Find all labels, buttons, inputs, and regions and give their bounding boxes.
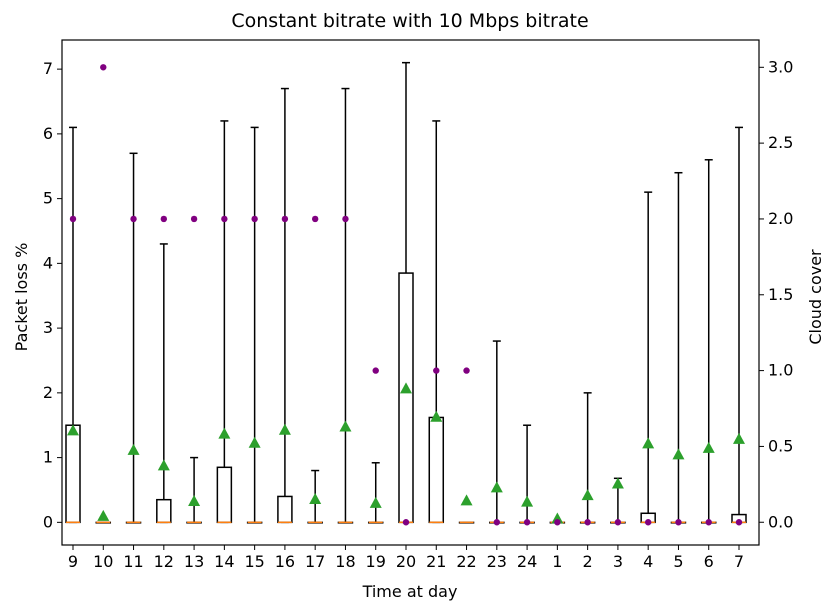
mean-marker (188, 494, 201, 506)
chart-title: Constant bitrate with 10 Mbps bitrate (231, 10, 588, 32)
x-tick-label: 18 (335, 552, 355, 571)
plot-area (65, 61, 747, 526)
x-tick-label: 17 (305, 552, 325, 571)
y-tick-label: 2 (43, 383, 53, 402)
mean-marker (97, 509, 110, 521)
x-axis-label: Time at day (362, 582, 458, 601)
y2-tick-label: 2.0 (768, 209, 793, 228)
mean-marker (551, 512, 564, 524)
cloud-cover-point (493, 519, 501, 526)
cloud-cover-point (372, 367, 379, 374)
cloud-cover-point (160, 215, 168, 223)
mean-marker (672, 448, 685, 460)
box (216, 466, 233, 524)
x-tick-label: 12 (154, 552, 174, 571)
y2-tick-label: 1.0 (768, 361, 793, 380)
box (156, 498, 172, 524)
y-tick-label: 5 (43, 189, 53, 208)
y-tick-label: 3 (43, 318, 53, 337)
mean-marker (278, 423, 291, 435)
cloud-cover-point (130, 215, 137, 223)
y-tick-label: 0 (43, 512, 53, 531)
x-tick-label: 3 (613, 552, 623, 571)
mean-marker (521, 495, 534, 507)
cloud-cover-point (69, 215, 77, 223)
plot-frame (61, 39, 760, 546)
x-tick-label: 19 (366, 552, 386, 571)
y-tick-label: 7 (43, 59, 53, 78)
mean-marker (400, 382, 412, 394)
cloud-cover-point (402, 519, 410, 526)
box (428, 416, 445, 524)
cloud-cover-point (523, 519, 531, 526)
x-tick-label: 14 (214, 552, 234, 571)
y2-axis-label: Cloud cover (806, 249, 822, 345)
x-tick-label: 9 (68, 552, 78, 571)
y-tick-label: 6 (43, 124, 53, 143)
cloud-cover-point (584, 519, 591, 526)
x-tick-label: 15 (244, 552, 264, 571)
y-axis-label: Packet loss % (12, 243, 31, 352)
x-tick-label: 6 (704, 552, 714, 571)
x-tick-label: 5 (673, 552, 683, 571)
x-tick-label: 11 (123, 552, 143, 571)
x-tick-label: 7 (734, 552, 744, 571)
x-tick-label: 16 (275, 552, 295, 571)
cloud-cover-point (644, 519, 652, 526)
cloud-cover-point (221, 215, 228, 223)
y2-tick-label: 3.0 (768, 57, 793, 76)
cloud-cover-point (281, 215, 289, 223)
x-tick-label: 21 (426, 552, 446, 571)
x-tick-label: 1 (552, 552, 562, 571)
mean-marker (157, 459, 170, 471)
x-tick-label: 4 (643, 552, 653, 571)
cloud-cover-point (342, 215, 349, 223)
mean-marker (248, 436, 261, 448)
axes: 9 10 11 12 13 14 15 16 17 18 19 20 21 22 23 24 1 2 3 4 5 6 701… (43, 57, 794, 571)
mean-marker (490, 481, 503, 493)
mean-marker (642, 437, 655, 449)
y-tick-label: 4 (43, 253, 53, 272)
mean-marker (611, 477, 624, 489)
mean-marker (369, 496, 382, 508)
mean-marker (218, 427, 231, 439)
cloud-cover-point (433, 367, 440, 374)
mean-marker (702, 441, 715, 453)
cloud-cover-point (554, 519, 561, 526)
mean-marker (339, 420, 352, 432)
x-tick-label: 13 (184, 552, 204, 571)
cloud-cover-point (311, 215, 319, 223)
x-tick-label: 24 (517, 552, 537, 571)
cloud-cover-point (675, 519, 682, 526)
mean-marker (67, 424, 79, 436)
x-tick-label: 20 (396, 552, 416, 571)
box (65, 424, 81, 524)
box (277, 495, 293, 524)
y2-tick-label: 0.5 (768, 436, 793, 455)
x-tick-label: 23 (487, 552, 507, 571)
mean-marker (460, 494, 473, 506)
cloud-cover-point (735, 519, 743, 526)
y-tick-label: 1 (43, 448, 53, 467)
cloud-cover-point (190, 215, 198, 223)
y2-tick-label: 0.0 (768, 512, 793, 531)
cloud-cover-point (705, 519, 712, 526)
y2-tick-label: 2.5 (768, 133, 793, 152)
cloud-cover-point (614, 519, 622, 526)
cloud-cover-point (463, 367, 470, 374)
x-tick-label: 2 (583, 552, 593, 571)
mean-marker (430, 410, 443, 422)
cloud-cover-point (251, 215, 258, 223)
mean-marker (309, 493, 322, 505)
x-tick-label: 22 (456, 552, 476, 571)
mean-marker (127, 443, 140, 455)
mean-marker (733, 432, 745, 444)
y2-tick-label: 1.5 (768, 285, 793, 304)
box (398, 272, 414, 524)
cloud-cover-point (100, 64, 107, 71)
x-tick-label: 10 (93, 552, 113, 571)
mean-marker (581, 489, 594, 501)
